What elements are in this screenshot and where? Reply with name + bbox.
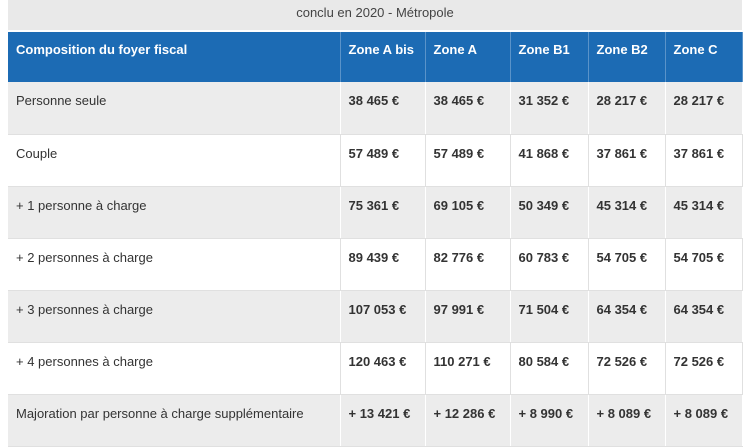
row-label: Couple: [8, 134, 341, 187]
value-cell: 38 465 €: [425, 82, 511, 135]
value-cell: 110 271 €: [425, 342, 511, 395]
value-cell: 60 783 €: [510, 238, 589, 291]
table-row: Personne seule 38 465 €38 465 €31 352 €28…: [8, 82, 743, 135]
table-row: Majoration par personne à charge supplém…: [8, 394, 743, 447]
value-cell: 54 705 €: [588, 238, 666, 291]
value-cell: 50 349 €: [510, 186, 589, 239]
value-cell: + 8 990 €: [510, 394, 589, 447]
row-label: + 1 personne à charge: [8, 186, 341, 239]
table-row: + 4 personnes à charge 120 463 €110 271 €…: [8, 342, 743, 395]
table-row: + 1 personne à charge 75 361 €69 105 €50 …: [8, 186, 743, 239]
row-label: + 3 personnes à charge: [8, 290, 341, 343]
value-cell: 28 217 €: [588, 82, 666, 135]
row-label: Majoration par personne à charge supplém…: [8, 394, 341, 447]
value-cell: 45 314 €: [588, 186, 666, 239]
value-cell: + 8 089 €: [588, 394, 666, 447]
value-cell: 80 584 €: [510, 342, 589, 395]
table-body: Personne seule 38 465 €38 465 €31 352 €28…: [8, 82, 743, 447]
header-cell: Zone C: [665, 32, 743, 82]
page: conclu en 2020 - Métropole Composition d…: [8, 0, 743, 447]
value-cell: 82 776 €: [425, 238, 511, 291]
row-label: + 2 personnes à charge: [8, 238, 341, 291]
caption: conclu en 2020 - Métropole: [8, 0, 742, 30]
value-cell: 120 463 €: [340, 342, 426, 395]
value-cell: 37 861 €: [665, 134, 743, 187]
value-cell: 64 354 €: [665, 290, 743, 343]
header-cell: Composition du foyer fiscal: [8, 32, 341, 82]
value-cell: 71 504 €: [510, 290, 589, 343]
header-cell: Zone A bis: [340, 32, 426, 82]
value-cell: 97 991 €: [425, 290, 511, 343]
value-cell: 72 526 €: [588, 342, 666, 395]
value-cell: 41 868 €: [510, 134, 589, 187]
value-cell: 57 489 €: [425, 134, 511, 187]
header-cell: Zone B2: [588, 32, 666, 82]
value-cell: 54 705 €: [665, 238, 743, 291]
value-cell: 89 439 €: [340, 238, 426, 291]
header-cell: Zone B1: [510, 32, 589, 82]
header-row: Composition du foyer fiscal Zone A bis Zon…: [8, 32, 743, 82]
value-cell: + 8 089 €: [665, 394, 743, 447]
header-cell: Zone A: [425, 32, 511, 82]
value-cell: 38 465 €: [340, 82, 426, 135]
value-cell: 28 217 €: [665, 82, 743, 135]
row-label: Personne seule: [8, 82, 341, 135]
value-cell: + 12 286 €: [425, 394, 511, 447]
income-table: Composition du foyer fiscal Zone A bis Zon…: [8, 32, 743, 447]
value-cell: 64 354 €: [588, 290, 666, 343]
table-row: + 3 personnes à charge 107 053 €97 991 €7…: [8, 290, 743, 343]
table-row: + 2 personnes à charge 89 439 €82 776 €60…: [8, 238, 743, 291]
value-cell: 45 314 €: [665, 186, 743, 239]
value-cell: 107 053 €: [340, 290, 426, 343]
value-cell: 37 861 €: [588, 134, 666, 187]
table-row: Couple 57 489 €57 489 €41 868 €37 861 €37…: [8, 134, 743, 187]
value-cell: 75 361 €: [340, 186, 426, 239]
table-container: conclu en 2020 - Métropole Composition d…: [8, 0, 743, 447]
value-cell: 57 489 €: [340, 134, 426, 187]
value-cell: + 13 421 €: [340, 394, 426, 447]
value-cell: 72 526 €: [665, 342, 743, 395]
row-label: + 4 personnes à charge: [8, 342, 341, 395]
value-cell: 31 352 €: [510, 82, 589, 135]
value-cell: 69 105 €: [425, 186, 511, 239]
